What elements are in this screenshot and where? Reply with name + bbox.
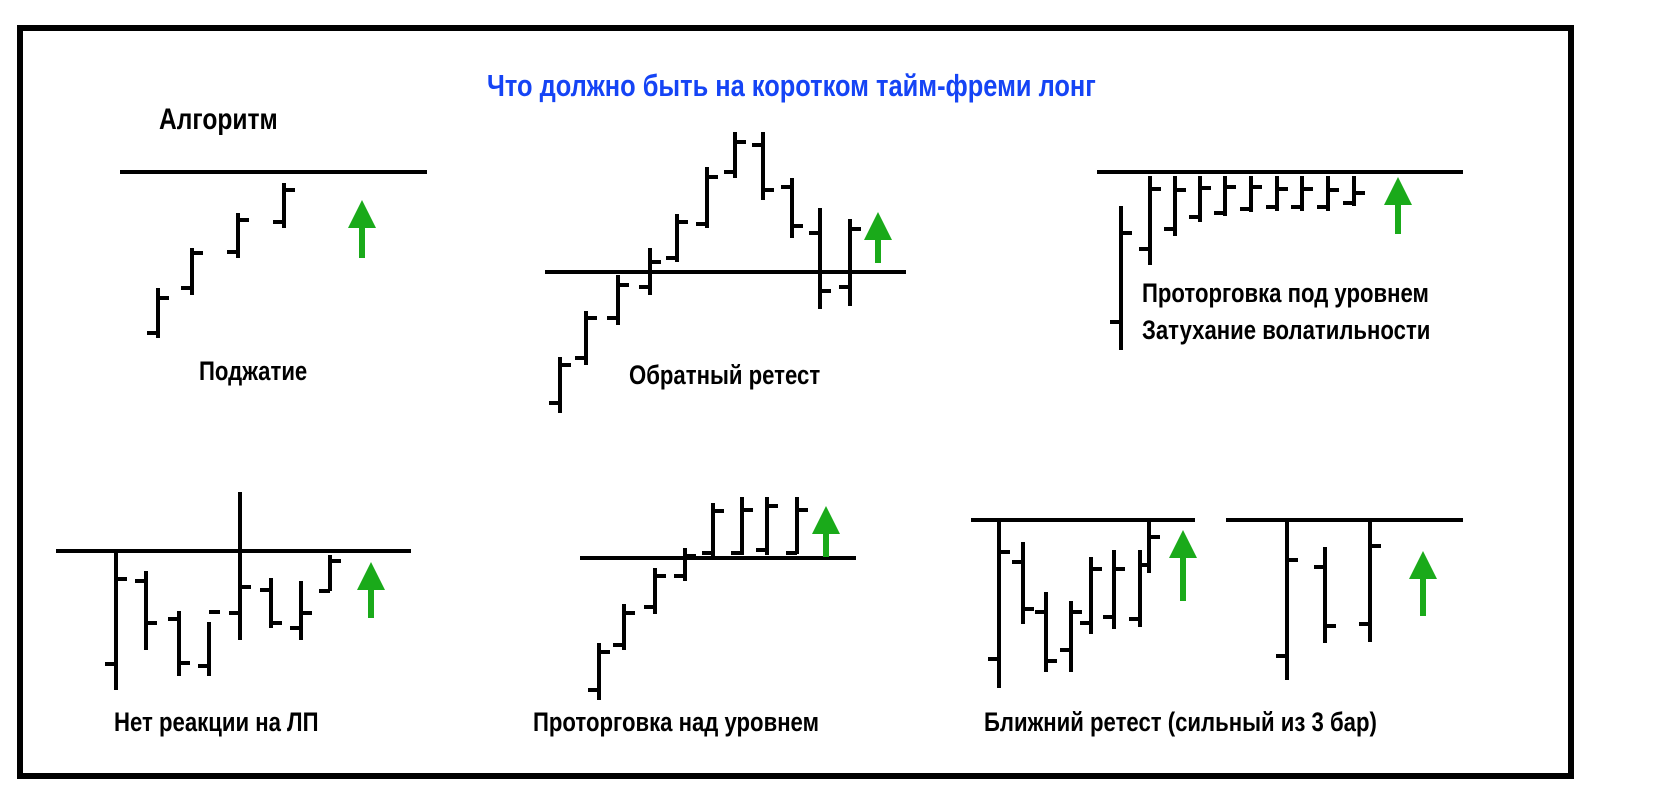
- up-arrow-icon: [812, 506, 840, 557]
- price-bar: [1035, 592, 1057, 672]
- price-bar: [549, 357, 571, 413]
- price-bar: [227, 213, 249, 258]
- price-bar: [1343, 176, 1365, 206]
- label-reverse-retest: Обратный ретест: [629, 360, 821, 390]
- price-bar: [1103, 550, 1125, 629]
- price-bar: [181, 248, 203, 295]
- price-bar: [105, 551, 127, 690]
- price-bar: [781, 178, 803, 238]
- price-bar: [756, 497, 778, 555]
- price-bar: [575, 311, 597, 365]
- price-bar: [1080, 557, 1102, 634]
- price-bar: [1110, 206, 1132, 350]
- price-bar: [260, 578, 282, 628]
- price-bar: [588, 643, 610, 700]
- price-bar: [724, 132, 746, 178]
- price-bar: [786, 497, 808, 555]
- price-bar: [1189, 176, 1211, 222]
- price-bar: [731, 497, 753, 555]
- price-bar: [1317, 176, 1339, 211]
- price-bar: [290, 581, 312, 640]
- price-bar: [198, 610, 220, 676]
- price-bar: [1139, 176, 1161, 265]
- diagram-frame: [17, 25, 1574, 779]
- price-bar: [319, 555, 341, 593]
- price-bar: [1214, 176, 1236, 216]
- price-bar: [229, 492, 251, 640]
- page-title: Что должно быть на коротком тайм-фреми л…: [487, 68, 1096, 103]
- price-bar: [666, 214, 688, 262]
- price-bar: [639, 248, 661, 295]
- price-bar: [809, 208, 831, 309]
- price-bar: [752, 132, 774, 200]
- price-bar: [1314, 547, 1336, 643]
- price-bar: [168, 611, 190, 676]
- price-bar: [839, 219, 861, 306]
- up-arrow-icon: [357, 562, 385, 618]
- label-near-retest: Ближний ретест (сильный из 3 бар): [984, 707, 1377, 737]
- label-squeeze: Поджатие: [199, 356, 308, 386]
- price-bar: [696, 167, 718, 228]
- price-bar: [702, 503, 724, 557]
- price-bar: [1164, 176, 1186, 236]
- price-bar: [1012, 542, 1034, 624]
- up-arrow-icon: [864, 212, 892, 263]
- price-bar: [135, 571, 157, 650]
- up-arrow-icon: [1384, 177, 1412, 234]
- price-bar: [674, 548, 696, 581]
- label-no-reaction: Нет реакции на ЛП: [114, 707, 319, 737]
- price-bar: [273, 183, 295, 228]
- up-arrow-icon: [348, 200, 376, 258]
- price-bar: [1276, 520, 1298, 680]
- price-bar: [147, 288, 169, 338]
- price-bar: [1060, 601, 1082, 672]
- price-bar: [613, 604, 635, 650]
- price-bar: [1240, 176, 1262, 212]
- up-arrow-icon: [1169, 530, 1197, 601]
- price-bar: [1291, 176, 1313, 211]
- price-bar: [607, 275, 629, 325]
- header-label: Алгоритм: [159, 103, 278, 136]
- label-consolidation-above: Проторговка над уровнем: [533, 707, 819, 737]
- price-bar: [988, 520, 1010, 688]
- price-bar: [644, 568, 666, 614]
- price-bar: [1266, 176, 1288, 211]
- label-consolidation-below-line1: Проторговка под уровнем: [1142, 278, 1429, 308]
- price-bar: [1138, 522, 1160, 573]
- label-consolidation-below-line2: Затухание волатильности: [1142, 315, 1431, 345]
- up-arrow-icon: [1409, 551, 1437, 616]
- price-bar: [1359, 520, 1381, 642]
